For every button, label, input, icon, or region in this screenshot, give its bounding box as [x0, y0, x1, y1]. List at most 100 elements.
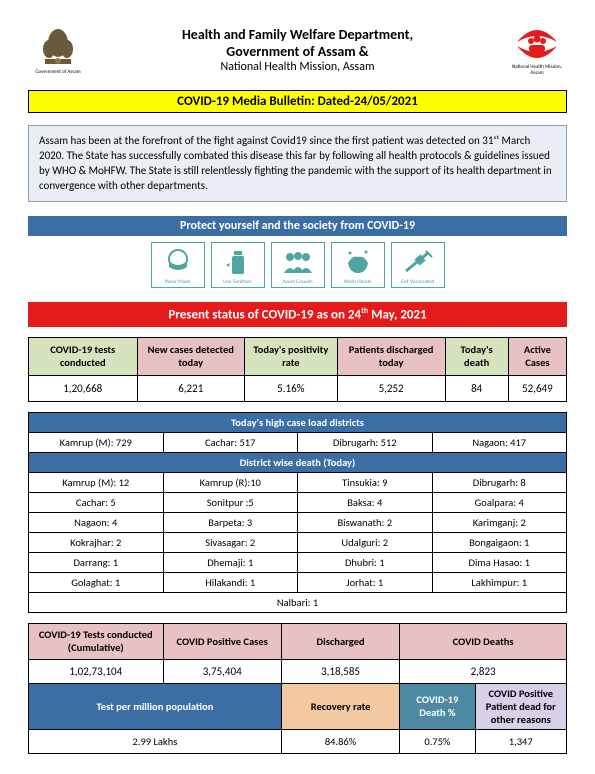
- status-value: 1,20,668: [29, 375, 138, 401]
- emblem-right-caption: National Health Mission, Assam: [507, 64, 567, 76]
- district-cell: Cachar: 517: [163, 432, 298, 452]
- high-load-row: Kamrup (M): 729 Cachar: 517 Dibrugarh: 5…: [29, 432, 567, 452]
- protect-banner: Protect yourself and the society from CO…: [28, 216, 567, 236]
- death-row: Darrang: 1 Dhemaji: 1 Dhubri: 1 Dima Has…: [29, 552, 567, 572]
- district-cell: Dima Hasao: 1: [432, 552, 567, 572]
- intro-paragraph: Assam has been at the forefront of the f…: [28, 125, 567, 202]
- icon-label: Avoid Crowds: [282, 279, 312, 285]
- recovery-value: 84.86%: [281, 729, 399, 753]
- vaccine-icon: [400, 247, 436, 277]
- banner-text-prefix: Present status of COVID-19 as on 24: [168, 308, 361, 323]
- icon-tile-mask: Wear Mask: [151, 242, 205, 288]
- cum-header: COVID Positive Cases: [163, 623, 281, 659]
- icon-tile-sanitizer: Use Sanitizer: [211, 242, 265, 288]
- mask-icon: [160, 247, 196, 277]
- death-row: Nagaon: 4 Barpeta: 3 Biswanath: 2 Karimg…: [29, 512, 567, 532]
- header-line1: Health and Family Welfare Department,: [98, 26, 497, 43]
- district-cell: Dhemaji: 1: [163, 552, 298, 572]
- district-cell: Jorhat: 1: [298, 572, 433, 592]
- status-value-row: 1,20,668 6,221 5.16% 5,252 84 52,649: [29, 375, 567, 401]
- status-value: 52,649: [508, 375, 566, 401]
- recovery-label: Recovery rate: [281, 683, 399, 729]
- icon-label: Wash Hands: [344, 279, 372, 285]
- district-cell: Golaghat: 1: [29, 572, 164, 592]
- district-cell: Darrang: 1: [29, 552, 164, 572]
- death-row: Golaghat: 1 Hilakandi: 1 Jorhat: 1 Lakhi…: [29, 572, 567, 592]
- status-header: Active Cases: [508, 337, 566, 375]
- status-value: 5.16%: [244, 375, 337, 401]
- status-header: Patients discharged today: [337, 337, 445, 375]
- death-row-last: Nalbari: 1: [29, 592, 567, 612]
- status-table: COVID-19 tests conducted New cases detec…: [28, 337, 567, 402]
- cum-header-row: COVID-19 Tests conducted (Cumulative) CO…: [29, 623, 567, 659]
- wash-hands-icon: [340, 247, 376, 277]
- district-cell: Goalpara: 4: [432, 492, 567, 512]
- district-cell: Nagaon: 417: [432, 432, 567, 452]
- district-cell: Bongaigaon: 1: [432, 532, 567, 552]
- district-cell: Lakhimpur: 1: [432, 572, 567, 592]
- district-cell: Biswanath: 2: [298, 512, 433, 532]
- icon-tile-crowd: Avoid Crowds: [271, 242, 325, 288]
- cum-header: COVID-19 Tests conducted (Cumulative): [29, 623, 164, 659]
- tpm-value: 2.99 Lakhs: [29, 729, 282, 753]
- cum-header: COVID Deaths: [400, 623, 567, 659]
- district-cell: Udalguri: 2: [298, 532, 433, 552]
- cumulative-table: COVID-19 Tests conducted (Cumulative) CO…: [28, 623, 567, 754]
- status-value: 5,252: [337, 375, 445, 401]
- district-cell: Hilakandi: 1: [163, 572, 298, 592]
- cum-value: 2,823: [400, 659, 567, 683]
- icon-label: Wear Mask: [165, 279, 190, 285]
- district-cell: Sonitpur :5: [163, 492, 298, 512]
- death-pct-value: 0.75%: [400, 729, 475, 753]
- district-cell: Cachar: 5: [29, 492, 164, 512]
- cum-value: 3,18,585: [281, 659, 399, 683]
- district-cell: Kamrup (M): 12: [29, 472, 164, 492]
- crowd-icon: [280, 247, 316, 277]
- cum-value: 3,75,404: [163, 659, 281, 683]
- district-cell: Kamrup (R):10: [163, 472, 298, 492]
- bulletin-title-banner: COVID-19 Media Bulletin: Dated-24/05/202…: [28, 90, 567, 113]
- status-banner: Present status of COVID-19 as on 24th Ma…: [28, 302, 567, 326]
- status-value: 84: [445, 375, 508, 401]
- status-header: COVID-19 tests conducted: [29, 337, 138, 375]
- district-cell: Kamrup (M): 729: [29, 432, 164, 452]
- district-table: Today's high case load districts Kamrup …: [28, 412, 567, 613]
- govt-emblem-left: Government of Assam: [28, 20, 88, 80]
- cum-header: Discharged: [281, 623, 399, 659]
- district-cell: Dhubri: 1: [298, 552, 433, 572]
- other-death-value: 1,347: [475, 729, 566, 753]
- high-load-title: Today's high case load districts: [29, 412, 567, 432]
- death-row: Cachar: 5 Sonitpur :5 Baksa: 4 Goalpara:…: [29, 492, 567, 512]
- status-header-row: COVID-19 tests conducted New cases detec…: [29, 337, 567, 375]
- status-header: Today's positivity rate: [244, 337, 337, 375]
- death-pct-label: COVID-19 Death %: [400, 683, 475, 729]
- other-death-label: COVID Positive Patient dead for other re…: [475, 683, 566, 729]
- cum-value-row: 1,02,73,104 3,75,404 3,18,585 2,823: [29, 659, 567, 683]
- district-cell: Nagaon: 4: [29, 512, 164, 532]
- header-line2: Government of Assam &: [98, 43, 497, 60]
- status-header: Today's death: [445, 337, 508, 375]
- district-cell: Karimganj: 2: [432, 512, 567, 532]
- emblem-left-caption: Government of Assam: [35, 69, 80, 75]
- deaths-title: District wise death (Today): [29, 452, 567, 472]
- cum-value: 1,02,73,104: [29, 659, 164, 683]
- district-cell: Baksa: 4: [298, 492, 433, 512]
- metrics-value-row: 2.99 Lakhs 84.86% 0.75% 1,347: [29, 729, 567, 753]
- icon-tile-vaccine: Get Vaccinated: [391, 242, 445, 288]
- nhm-logo-right: National Health Mission, Assam: [507, 20, 567, 80]
- metrics-header-row: Test per million population Recovery rat…: [29, 683, 567, 729]
- status-value: 6,221: [137, 375, 244, 401]
- district-cell: Nalbari: 1: [29, 592, 567, 612]
- death-row: Kamrup (M): 12 Kamrup (R):10 Tinsukia: 9…: [29, 472, 567, 492]
- ashoka-emblem-icon: [39, 25, 77, 69]
- district-cell: Tinsukia: 9: [298, 472, 433, 492]
- district-cell: Kokrajhar: 2: [29, 532, 164, 552]
- icon-label: Get Vaccinated: [401, 279, 435, 285]
- district-cell: Sivasagar: 2: [163, 532, 298, 552]
- document-header: Government of Assam Health and Family We…: [28, 20, 567, 80]
- sanitizer-icon: [220, 247, 256, 277]
- district-cell: Dibrugarh: 512: [298, 432, 433, 452]
- header-title-block: Health and Family Welfare Department, Go…: [98, 26, 497, 74]
- icon-tile-wash: Wash Hands: [331, 242, 385, 288]
- district-cell: Dibrugarh: 8: [432, 472, 567, 492]
